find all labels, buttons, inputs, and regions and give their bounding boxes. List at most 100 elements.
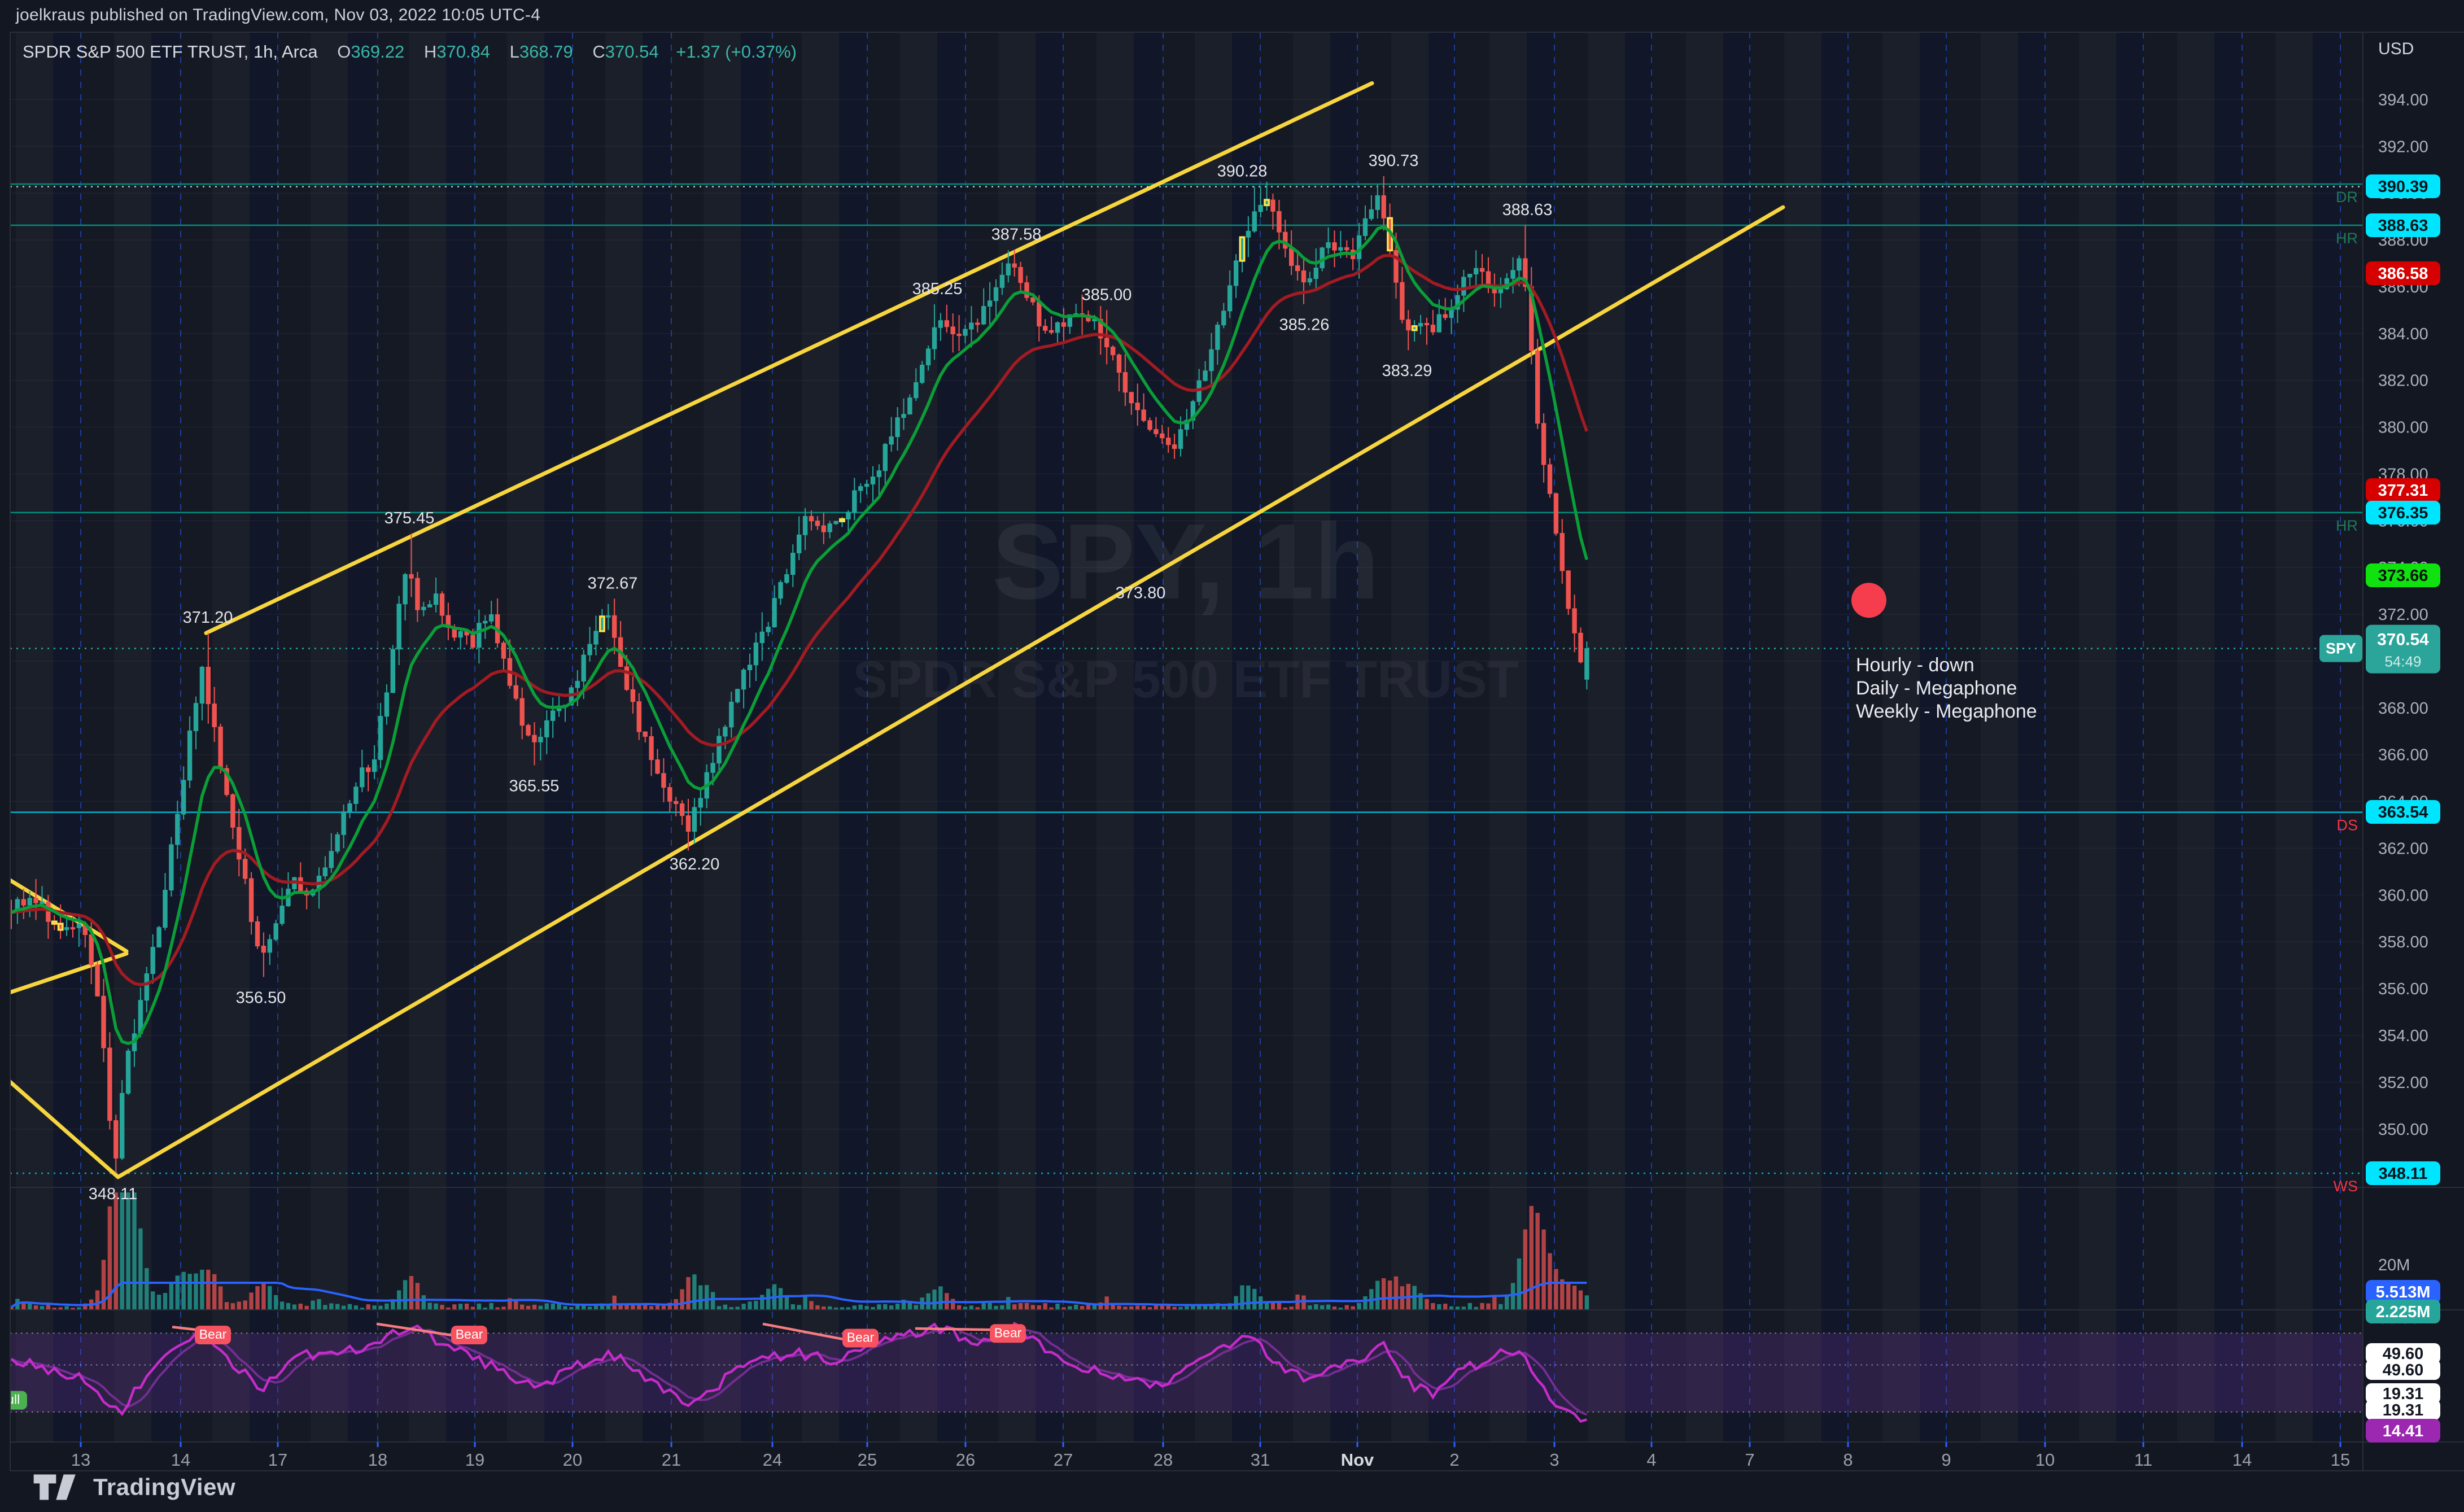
ohlc-high-label: H [423,42,437,62]
price-axis-badge: 5.513M [2366,1280,2440,1304]
svg-text:2.225M: 2.225M [2376,1303,2431,1321]
svg-text:385.25: 385.25 [912,280,963,298]
svg-text:18: 18 [368,1450,387,1470]
bear-signal-badge: Bear [195,1326,231,1345]
svg-text:21: 21 [662,1450,681,1470]
svg-text:9: 9 [1941,1450,1951,1470]
symbol-title: SPDR S&P 500 ETF TRUST, 1h, Arca [23,42,318,62]
svg-text:19: 19 [465,1450,484,1470]
svg-text:DS: DS [2336,817,2358,834]
price-axis-badge: 388.63 [2366,213,2440,237]
svg-text:HR: HR [2336,517,2358,534]
volume-pane[interactable] [9,1192,1589,1310]
candlesticks[interactable] [9,176,1589,1174]
svg-text:8: 8 [1843,1450,1853,1470]
note-line-weekly: Weekly - Megaphone [1856,701,2037,722]
svg-text:4: 4 [1646,1450,1656,1470]
svg-text:28: 28 [1154,1450,1173,1470]
svg-text:54:49: 54:49 [2384,653,2421,670]
svg-text:26: 26 [956,1450,975,1470]
pane-frame [10,32,2464,1471]
svg-text:356.50: 356.50 [236,989,286,1007]
svg-text:11: 11 [2134,1450,2152,1470]
svg-text:362.00: 362.00 [2378,840,2428,858]
note-line-hourly: Hourly - down [1856,654,1974,676]
svg-text:372.00: 372.00 [2378,606,2428,624]
svg-text:382.00: 382.00 [2378,372,2428,390]
svg-text:365.55: 365.55 [509,777,560,795]
svg-text:362.20: 362.20 [670,855,720,873]
svg-text:7: 7 [1745,1450,1754,1470]
price-axis-badge: 19.31 [2366,1383,2440,1404]
price-axis-badge: 386.58 [2366,261,2440,285]
svg-text:358.00: 358.00 [2378,933,2428,951]
svg-text:383.29: 383.29 [1382,362,1432,380]
moving-averages [10,225,1589,1045]
trade-note-annotation[interactable]: Hourly - down Daily - Megaphone Weekly -… [1856,654,2037,723]
oscillator-pane[interactable]: Bull Bear Bear Bear Bear [0,1322,2363,1423]
svg-text:370.54: 370.54 [2377,631,2429,649]
svg-text:354.00: 354.00 [2378,1027,2428,1045]
time-axis[interactable]: 13 14 17 18 19 20 21 24 25 26 27 28 31 Nov 2 3 4 7 8 9 10 11 1… [71,1442,2350,1470]
svg-text:SPDR S&P 500 ETF TRUST: SPDR S&P 500 ETF TRUST [853,651,1518,709]
svg-text:371.20: 371.20 [183,609,233,627]
bear-signal-badge: Bear [842,1329,879,1348]
svg-text:385.26: 385.26 [1279,316,1330,334]
svg-text:348.11: 348.11 [89,1185,138,1203]
svg-text:20M: 20M [2378,1256,2410,1274]
circle-annotation[interactable] [1851,583,1886,618]
svg-text:386.58: 386.58 [2378,265,2428,283]
svg-text:384.00: 384.00 [2378,325,2428,343]
price-grid [10,99,2363,1130]
price-axis-badge: 49.60 [2366,1360,2440,1380]
price-axis-badge: 390.39 [2366,174,2440,198]
price-axis-badge: 348.11 [2366,1161,2440,1185]
watermark: SPY, 1h SPDR S&P 500 ETF TRUST [853,502,1518,709]
svg-text:350.00: 350.00 [2378,1121,2428,1139]
price-axis-badge: 2.225M [2366,1300,2440,1323]
svg-text:363.54: 363.54 [2378,803,2428,821]
svg-text:368.00: 368.00 [2378,700,2428,718]
svg-text:388.63: 388.63 [1502,201,1553,219]
current-price-badge: SPY 370.54 54:49 [2319,624,2440,674]
tradingview-logo-text: TradingView [93,1474,236,1500]
svg-text:3: 3 [1549,1450,1559,1470]
svg-text:14: 14 [171,1450,190,1470]
price-axis-badge: 14.41 [2366,1419,2440,1443]
svg-text:Bear: Bear [994,1325,1022,1340]
point-labels: 390.28 390.73 388.63 387.58 385.25 385.00 385.… [89,152,1553,1203]
svg-text:SPY, 1h: SPY, 1h [992,502,1379,622]
svg-text:376.35: 376.35 [2378,504,2428,522]
svg-text:Bear: Bear [847,1330,875,1345]
ohlc-open-value: 369.22 [351,42,405,62]
price-axis-badge: 19.31 [2366,1400,2440,1420]
svg-text:14: 14 [2233,1450,2252,1470]
publish-meta-line: joelkraus published on TradingView.com, … [16,6,541,24]
svg-text:Bear: Bear [456,1327,483,1341]
svg-text:DR: DR [2336,189,2358,206]
svg-text:24: 24 [763,1450,782,1470]
svg-text:SPY: SPY [2326,640,2356,657]
bear-signal-badge: Bear [990,1324,1026,1343]
svg-text:373.66: 373.66 [2378,567,2428,585]
svg-text:Nov: Nov [1341,1450,1374,1470]
bull-signal-badge: Bull [10,1391,27,1410]
svg-text:390.28: 390.28 [1217,163,1268,181]
svg-text:Bear: Bear [199,1327,227,1341]
svg-text:380.00: 380.00 [2378,419,2428,437]
svg-text:17: 17 [268,1450,287,1470]
key-levels [10,183,2363,1174]
svg-text:392.00: 392.00 [2378,138,2428,156]
svg-text:HR: HR [2336,230,2358,247]
svg-text:15: 15 [2331,1450,2350,1470]
tradingview-logo[interactable]: TradingView [32,1472,235,1502]
ohlc-change: +1.37 (+0.37%) [676,42,797,62]
svg-text:385.00: 385.00 [1082,286,1132,304]
tradingview-logo-icon [33,1474,76,1500]
svg-text:25: 25 [858,1450,877,1470]
price-axis[interactable]: USD394.00392.00390.00388.00386.00384.003… [2319,40,2440,1443]
ohlc-close-value: 370.54 [605,42,659,62]
svg-text:2: 2 [1449,1450,1459,1470]
